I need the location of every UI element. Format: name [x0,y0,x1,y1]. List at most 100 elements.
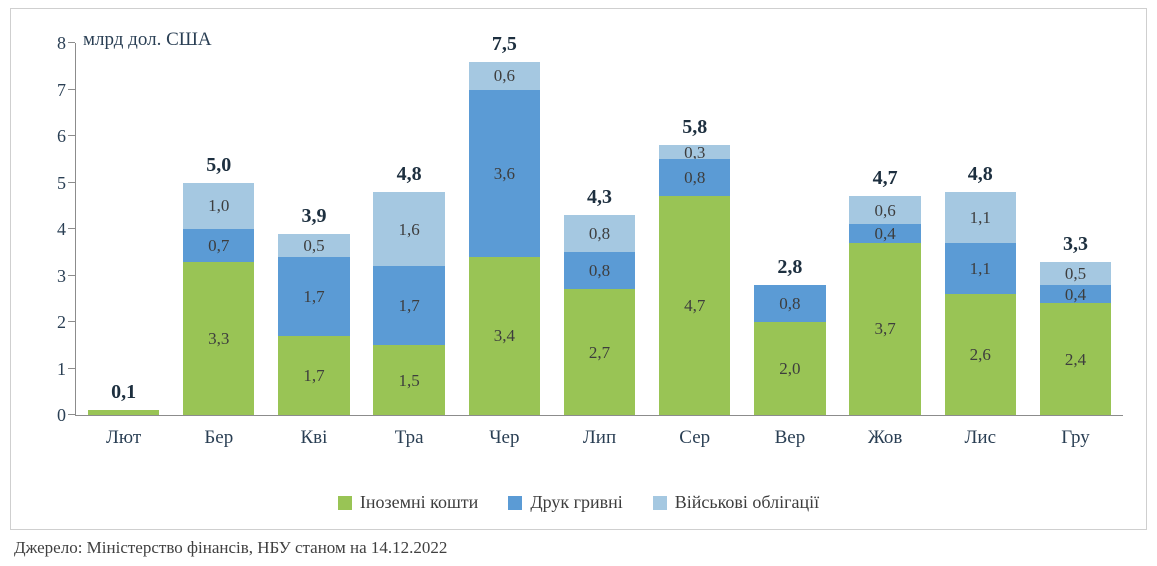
x-axis-label: Кві [300,427,328,448]
legend-label: Іноземні кошти [359,492,479,512]
y-tick-mark [68,321,75,322]
bar-stack[interactable]: 0,3 0,8 4,7 [659,144,731,415]
bar-segment[interactable]: 0,5 [1039,261,1112,285]
bar-segment[interactable]: 2,7 [563,289,636,415]
plot-wrap: 0 1 2 3 4 5 6 7 8 0,1 Лют 5,0 1,0 0,7 3,3 Бер 3,9 0,5 1,7 1… [57,33,1123,448]
bar-segment[interactable]: 1,7 [373,266,445,346]
y-tick-mark [68,42,75,43]
legend-item: Друк гривні [508,492,623,513]
bar-segment[interactable]: 3,6 [468,89,541,257]
bar-segment[interactable]: 1,0 [183,182,255,230]
x-axis-label: Бер [204,427,234,448]
bar-segment[interactable]: 0,5 [278,233,350,257]
segment-value-label: 0,4 [874,224,896,244]
bar-column-11: 3,3 0,5 0,4 2,4 Гру [1028,43,1123,448]
bar-segment[interactable]: 1,1 [944,242,1016,295]
bar-segment[interactable]: 1,5 [373,345,445,415]
legend-label: Військові облігації [674,492,820,512]
segment-value-label: 0,8 [588,224,611,244]
bar-segment[interactable]: 0,4 [1039,284,1112,304]
bar-stack[interactable] [87,410,160,415]
bar-column-10: 4,8 1,1 1,1 2,6 Лис [933,43,1028,448]
bar-segment[interactable]: 0,4 [849,224,921,244]
y-tick-label: 3 [57,265,66,286]
bar-segment[interactable]: 0,8 [563,215,636,253]
segment-value-label: 2,4 [1064,349,1087,369]
segment-value-label: 0,5 [1064,263,1087,283]
bar-segment[interactable] [87,410,160,415]
bar-segment[interactable]: 0,6 [849,196,921,225]
bar-total-label: 3,3 [1062,232,1088,255]
bar-segment[interactable]: 0,8 [754,284,826,322]
bar-column-9: 4,7 0,6 0,4 3,7 Жов [838,43,933,448]
bar-segment[interactable]: 1,1 [944,191,1016,243]
bar-column-2: 5,0 1,0 0,7 3,3 Бер [171,43,266,448]
bar-segment[interactable]: 2,6 [944,294,1016,415]
bar-column-6: 4,3 0,8 0,8 2,7 Лип [552,43,647,448]
bar-segment[interactable]: 3,3 [183,261,255,415]
segment-value-label: 0,6 [874,200,896,220]
bar-total-label: 5,8 [682,116,708,139]
bar-segment[interactable]: 0,3 [659,144,731,161]
chart-frame: млрд дол. США 0 1 2 3 4 5 6 7 8 0,1 Лют 5,0 1,0 0,7 3,… [10,8,1147,530]
segment-value-label: 0,8 [684,168,706,188]
segment-value-label: 0,8 [588,261,611,281]
segment-value-label: 2,6 [969,345,991,365]
bar-stack[interactable]: 1,1 1,1 2,6 [944,191,1016,415]
bar-stack[interactable]: 0,6 0,4 3,7 [849,196,921,415]
bar-segment[interactable]: 1,7 [278,335,350,415]
y-tick-label: 4 [57,219,66,239]
bar-total-label: 4,8 [396,162,422,185]
bar-column-8: 2,8 0,8 2,0 Вер [742,43,837,448]
bar-stack[interactable]: 0,8 0,8 2,7 [563,215,636,415]
bar-segment[interactable]: 0,7 [183,229,255,262]
legend: Іноземні кошти Друк гривні Військові обліг… [11,492,1146,513]
bar-stack[interactable]: 1,0 0,7 3,3 [183,182,255,415]
bar-column-7: 5,8 0,3 0,8 4,7 Сер [647,43,742,448]
bar-column-3: 3,9 0,5 1,7 1,7 Кві [266,43,361,448]
bar-segment[interactable]: 0,6 [468,61,541,90]
y-tick-label: 8 [57,33,66,53]
bar-total-label: 3,9 [301,204,327,227]
y-tick-label: 2 [57,312,66,332]
bar-stack[interactable]: 0,5 0,4 2,4 [1039,261,1112,415]
bar-segment[interactable]: 2,4 [1039,303,1112,415]
y-tick-mark [68,181,75,183]
bar-segment[interactable]: 1,7 [278,256,350,336]
bar-segment[interactable]: 3,4 [468,256,541,415]
legend-swatch-icon [652,495,667,510]
y-tick-mark [68,88,75,90]
segment-value-label: 3,6 [493,163,515,183]
y-tick-label: 6 [57,126,66,146]
bar-segment[interactable]: 0,8 [659,159,731,197]
y-tick-label: 7 [57,79,66,100]
segment-value-label: 1,5 [398,370,420,390]
bar-total-label: 4,3 [587,186,613,209]
bar-column-1: 0,1 Лют [76,43,171,448]
segment-value-label: 1,7 [303,286,325,306]
bar-column-4: 4,8 1,6 1,7 1,5 Тра [362,43,457,448]
bar-total-label: 0,1 [111,381,137,404]
bar-segment[interactable]: 0,8 [563,252,636,290]
segment-value-label: 0,6 [493,66,515,86]
bar-stack[interactable]: 0,8 2,0 [754,284,826,415]
legend-swatch-icon [508,495,523,510]
bar-segment[interactable]: 1,6 [373,191,445,267]
bar-segment[interactable]: 3,7 [849,242,921,415]
bar-stack[interactable]: 1,6 1,7 1,5 [373,191,445,415]
x-axis-label: Сер [679,427,711,448]
y-tick-label: 5 [57,172,66,193]
y-tick-mark [68,274,75,276]
bar-stack[interactable]: 0,6 3,6 3,4 [468,61,541,415]
segment-value-label: 3,4 [493,326,515,346]
bar-total-label: 4,8 [967,162,993,185]
x-axis-label: Вер [774,427,806,448]
y-tick-mark [68,414,75,415]
segment-value-label: 4,7 [684,296,706,316]
x-axis-label: Чер [489,427,520,448]
bar-segment[interactable]: 4,7 [659,196,731,415]
bar-segment[interactable]: 2,0 [754,322,826,415]
bar-stack[interactable]: 0,5 1,7 1,7 [278,233,350,415]
bar-total-label: 5,0 [206,153,232,176]
